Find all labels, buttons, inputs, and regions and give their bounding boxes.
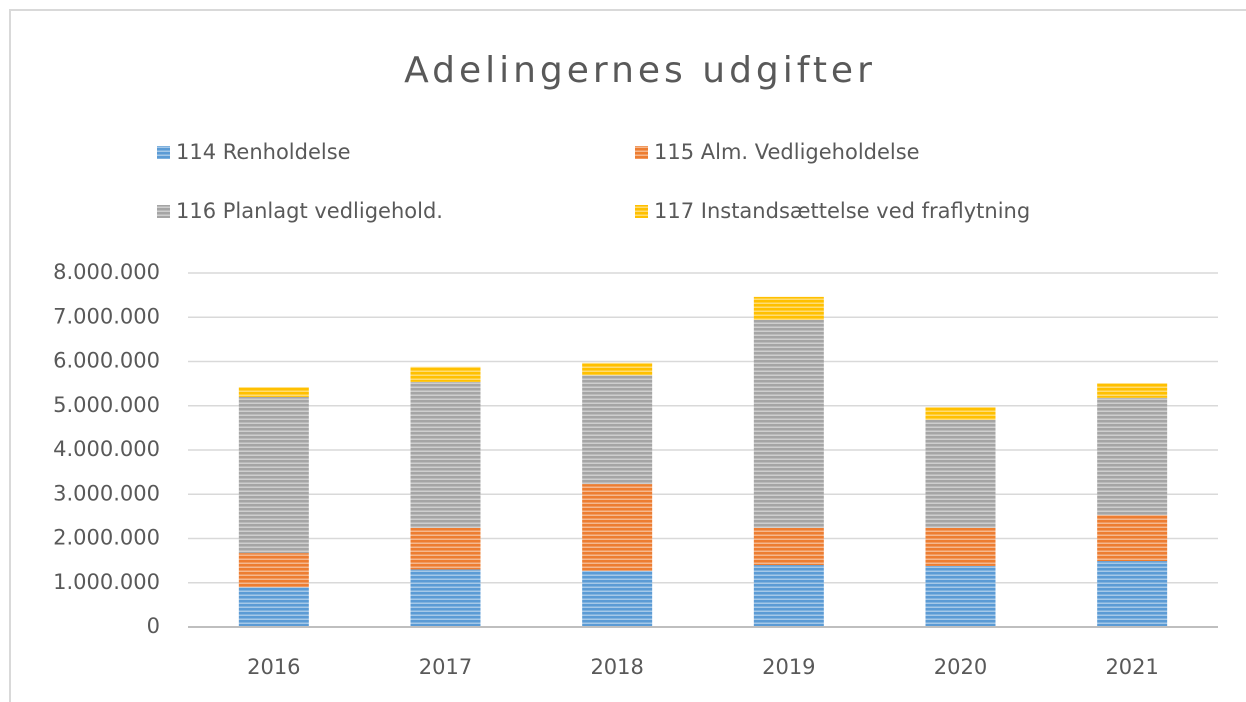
- legend-label: 116 Planlagt vedligehold.: [176, 199, 443, 223]
- legend-label: 115 Alm. Vedligeholdelse: [654, 140, 920, 164]
- x-tick-label: 2017: [419, 655, 472, 679]
- y-tick-label: 1.000.000: [53, 570, 160, 594]
- bar-segment: [238, 587, 309, 627]
- y-tick-label: 2.000.000: [53, 526, 160, 550]
- y-tick-label: 8.000.000: [53, 260, 160, 284]
- bar-segment: [925, 527, 996, 566]
- legend-swatch: [157, 205, 170, 218]
- bar-segment: [1097, 397, 1168, 516]
- x-tick-label: 2016: [247, 655, 300, 679]
- x-tick-label: 2020: [934, 655, 987, 679]
- bar-segment: [238, 553, 309, 588]
- bar-segment: [1097, 383, 1168, 398]
- legend-label: 117 Instandsættelse ved fraflytning: [654, 199, 1030, 223]
- x-tick-label: 2019: [762, 655, 815, 679]
- bar-segment: [925, 565, 996, 627]
- bar-segment: [582, 570, 653, 627]
- legend-swatch: [157, 146, 170, 159]
- y-tick-label: 0: [147, 614, 160, 638]
- y-tick-label: 4.000.000: [53, 437, 160, 461]
- bar-segment: [753, 565, 824, 627]
- x-tick-label: 2021: [1105, 655, 1158, 679]
- bar-segment: [238, 387, 309, 397]
- x-tick-label: 2018: [590, 655, 643, 679]
- bar-segment: [410, 527, 481, 570]
- chart-title: Adelingernes udgifter: [404, 50, 876, 91]
- y-tick-label: 7.000.000: [53, 304, 160, 328]
- y-tick-label: 5.000.000: [53, 393, 160, 417]
- bar-segment: [410, 569, 481, 627]
- y-tick-label: 3.000.000: [53, 481, 160, 505]
- bar-segment: [582, 484, 653, 571]
- legend-swatch: [635, 205, 648, 218]
- bar-segment: [410, 381, 481, 528]
- bar-segment: [753, 527, 824, 566]
- legend-swatch: [635, 146, 648, 159]
- bar-segment: [925, 419, 996, 528]
- bar-segment: [410, 366, 481, 382]
- bar-segment: [582, 362, 653, 376]
- bar-segment: [1097, 561, 1168, 627]
- bar-segment: [1097, 515, 1168, 562]
- bar-segment: [925, 407, 996, 420]
- bar-segment: [753, 296, 824, 320]
- y-tick-label: 6.000.000: [53, 349, 160, 373]
- legend-label: 114 Renholdelse: [176, 140, 351, 164]
- bar-segment: [582, 375, 653, 485]
- bar-segment: [753, 319, 824, 528]
- bar-segment: [238, 396, 309, 554]
